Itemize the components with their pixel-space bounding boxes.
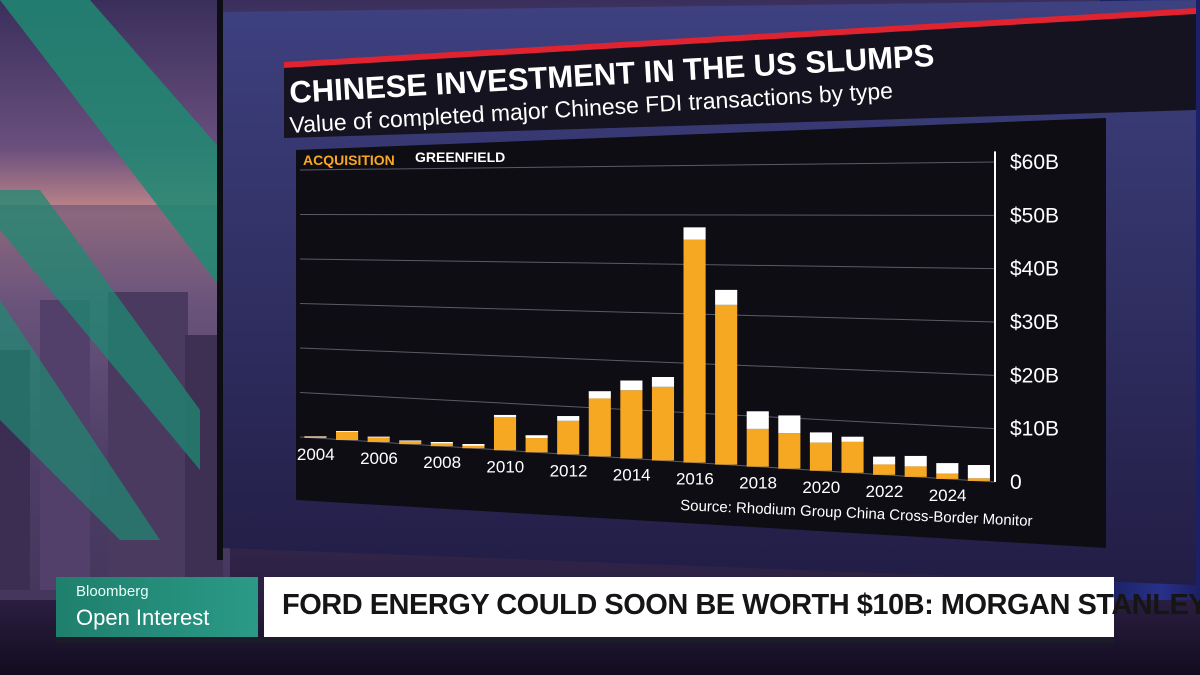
bar-acquisition-2021 (841, 441, 864, 473)
bar-greenfield-2007 (399, 440, 422, 442)
bar-greenfield-2024 (936, 463, 959, 474)
bar-greenfield-2011 (525, 435, 548, 439)
y-tick-label: $10B (1010, 418, 1059, 441)
bar-greenfield-2020 (809, 432, 832, 443)
brand-name: Bloomberg (76, 583, 149, 600)
bar-greenfield-2012 (557, 416, 580, 421)
gridline (299, 214, 996, 216)
x-tick-label: 2010 (486, 457, 524, 476)
bar-acquisition-2025 (967, 478, 990, 481)
gridline (299, 258, 996, 270)
x-tick-label: 2020 (802, 478, 840, 497)
gridline (299, 347, 996, 376)
bar-acquisition-2010 (493, 417, 517, 451)
bar-greenfield-2008 (430, 442, 453, 444)
bar-greenfield-2022 (873, 456, 896, 465)
bar-greenfield-2015 (651, 377, 675, 387)
bar-acquisition-2014 (620, 390, 643, 459)
x-tick-label: 2018 (739, 474, 777, 493)
bar-greenfield-2025 (967, 465, 990, 479)
x-tick-label: 2022 (866, 482, 904, 501)
title-red-rule (284, 8, 1196, 68)
bar-greenfield-2018 (746, 411, 769, 429)
bar-acquisition-2006 (367, 437, 390, 443)
gridline (299, 392, 996, 430)
bar-greenfield-2014 (620, 380, 643, 391)
bar-acquisition-2008 (430, 443, 453, 447)
bar-acquisition-2020 (809, 442, 832, 471)
bar-greenfield-2009 (462, 444, 485, 446)
bar-greenfield-2016 (683, 227, 706, 240)
bar-greenfield-2013 (588, 391, 611, 399)
bar-greenfield-2005 (336, 431, 359, 432)
headline: FORD ENERGY COULD SOON BE WORTH $10B: MO… (282, 589, 1200, 621)
gridline (299, 303, 996, 323)
bar-acquisition-2023 (904, 466, 927, 477)
bar-acquisition-2009 (462, 445, 485, 449)
y-tick-label: $60B (1010, 151, 1059, 174)
x-tick-label: 2016 (676, 470, 714, 489)
ticker-bar (56, 637, 1114, 643)
x-tick-label: 2006 (360, 449, 398, 468)
x-tick-label: 2008 (423, 453, 461, 472)
bar-acquisition-2015 (651, 386, 675, 461)
y-tick-label: $30B (1010, 311, 1059, 334)
bar-greenfield-2006 (367, 436, 390, 438)
bar-acquisition-2017 (715, 304, 738, 465)
y-tick-label: $20B (1010, 364, 1059, 387)
bar-greenfield-2019 (778, 415, 801, 434)
lower-third-headline-box: FORD ENERGY COULD SOON BE WORTH $10B: MO… (264, 577, 1200, 637)
y-tick-label: $50B (1010, 204, 1059, 227)
bar-greenfield-2021 (841, 436, 864, 442)
bar-greenfield-2023 (904, 455, 927, 467)
legend-greenfield: GREENFIELD (415, 149, 505, 165)
bar-acquisition-2011 (525, 438, 548, 453)
x-tick-label: 2014 (613, 465, 651, 484)
bar-acquisition-2024 (936, 473, 959, 479)
bar-acquisition-2013 (588, 398, 611, 457)
bar-acquisition-2004 (304, 436, 327, 439)
bar-acquisition-2018 (746, 428, 769, 467)
bar-greenfield-2017 (715, 289, 738, 305)
bar-greenfield-2010 (493, 414, 517, 418)
bar-acquisition-2012 (557, 420, 580, 455)
show-name: Open Interest (76, 605, 210, 630)
bar-acquisition-2016 (683, 239, 706, 463)
gridline (299, 161, 996, 171)
bar-acquisition-2019 (778, 433, 801, 469)
lower-third-brand: Bloomberg Open Interest (56, 577, 258, 637)
legend-acquisition: ACQUISITION (303, 152, 395, 168)
display-bezel (217, 0, 223, 560)
bar-acquisition-2005 (336, 431, 359, 441)
x-tick-label: 2012 (550, 461, 588, 480)
bar-acquisition-2007 (399, 441, 422, 445)
bar-acquisition-2022 (873, 464, 896, 475)
x-tick-label: 2004 (297, 445, 335, 464)
x-tick-label: 2024 (929, 486, 967, 505)
plot-area: 0 $10B $20B $30B $40B $50B $60B 2004 2006 2008 201… (297, 151, 1059, 505)
y-tick-label: 0 (1010, 471, 1022, 494)
y-tick-label: $40B (1010, 258, 1059, 281)
title-banner (284, 14, 1196, 138)
